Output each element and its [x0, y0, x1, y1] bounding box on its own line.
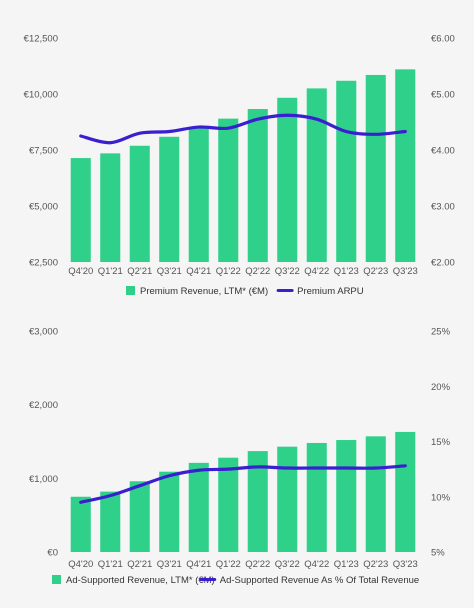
- legend: Premium Revenue, LTM* (€M) Premium ARPU: [126, 286, 364, 297]
- right-axis-tick-label: €2.00: [431, 258, 455, 269]
- left-axis-tick-label: €12,500: [24, 34, 58, 45]
- right-axis-tick-label: 5%: [431, 548, 445, 559]
- bar-Q2'22: [247, 451, 268, 552]
- right-axis-tick-label: €3.00: [431, 202, 455, 213]
- legend: Ad-Supported Revenue, LTM* (€M) Ad-Suppor…: [52, 575, 419, 586]
- category-label: Q4'22: [304, 266, 329, 277]
- legend-line-label: Ad-Supported Revenue As % Of Total Reven…: [220, 575, 419, 586]
- bar-Q4'20: [70, 496, 91, 552]
- bar-Q1'21: [100, 491, 121, 552]
- left-axis-tick-label: €10,000: [24, 90, 58, 101]
- category-label: Q1'21: [98, 559, 123, 570]
- left-axis-tick-label: €2,500: [29, 258, 58, 269]
- category-label: Q1'22: [216, 559, 241, 570]
- category-label: Q1'22: [216, 266, 241, 277]
- bar-Q1'23: [336, 80, 357, 262]
- left-axis-tick-label: €3,000: [29, 327, 58, 338]
- chart-1: €2,500 €5,000 €7,500 €10,000 €12,500 €2.00 €3.…: [24, 34, 455, 298]
- chart-2: €0 €1,000 €2,000 €3,000 5% 10% 15% 20% 25% Q4'20 Q…: [29, 327, 451, 587]
- bar-Q2'22: [247, 109, 268, 263]
- category-label: Q4'20: [68, 559, 93, 570]
- bar-Q1'23: [336, 440, 357, 552]
- right-axis-tick-label: 20%: [431, 382, 451, 393]
- bar-Q3'23: [395, 431, 416, 552]
- bar-Q2'23: [365, 74, 386, 263]
- bar-Q3'21: [159, 471, 180, 552]
- category-label: Q2'21: [127, 266, 152, 277]
- series-line: [79, 464, 407, 504]
- bar-Q4'21: [188, 127, 209, 262]
- bar-Q3'22: [277, 446, 298, 552]
- bar-Q4'20: [70, 158, 91, 262]
- category-label: Q2'22: [245, 266, 270, 277]
- left-axis-tick-label: €0: [47, 548, 58, 559]
- right-axis-tick-label: 10%: [431, 492, 451, 503]
- category-label: Q3'23: [393, 266, 418, 277]
- series-line: [79, 113, 407, 145]
- category-label: Q3'23: [393, 559, 418, 570]
- bar-Q3'22: [277, 97, 298, 262]
- right-axis-tick-label: 25%: [431, 327, 451, 338]
- bar-Q4'22: [306, 442, 327, 552]
- right-axis-tick-label: €4.00: [431, 146, 455, 157]
- category-label: Q3'22: [275, 266, 300, 277]
- legend-bar-swatch: [52, 575, 61, 584]
- category-label: Q3'22: [275, 559, 300, 570]
- category-label: Q4'21: [186, 266, 211, 277]
- bar-Q1'21: [100, 153, 121, 262]
- legend-line-label: Premium ARPU: [297, 286, 364, 297]
- right-axis-tick-label: €6.00: [431, 34, 455, 45]
- right-axis-tick-label: €5.00: [431, 90, 455, 101]
- bar-Q4'22: [306, 88, 327, 263]
- category-label: Q3'21: [157, 559, 182, 570]
- bar-Q3'21: [159, 136, 180, 262]
- category-label: Q1'23: [334, 559, 359, 570]
- category-label: Q1'23: [334, 266, 359, 277]
- category-label: Q1'21: [98, 266, 123, 277]
- category-label: Q4'22: [304, 559, 329, 570]
- bar-Q2'23: [365, 436, 386, 552]
- legend-bar-label: Premium Revenue, LTM* (€M): [140, 286, 268, 297]
- category-label: Q2'22: [245, 559, 270, 570]
- left-axis-tick-label: €2,000: [29, 400, 58, 411]
- left-axis-tick-label: €1,000: [29, 474, 58, 485]
- legend-bar-swatch: [126, 286, 135, 295]
- bar-Q2'21: [129, 145, 150, 262]
- category-label: Q2'21: [127, 559, 152, 570]
- category-label: Q2'23: [363, 559, 388, 570]
- category-label: Q3'21: [157, 266, 182, 277]
- bar-Q2'21: [129, 481, 150, 552]
- legend-bar-label: Ad-Supported Revenue, LTM* (€M): [66, 575, 215, 586]
- category-label: Q2'23: [363, 266, 388, 277]
- bar-Q1'22: [218, 457, 239, 552]
- right-axis-tick-label: 15%: [431, 437, 451, 448]
- category-label: Q4'20: [68, 266, 93, 277]
- category-label: Q4'21: [186, 559, 211, 570]
- left-axis-tick-label: €7,500: [29, 146, 58, 157]
- bar-Q3'23: [395, 69, 416, 262]
- left-axis-tick-label: €5,000: [29, 202, 58, 213]
- bar-Q4'21: [188, 462, 209, 552]
- bar-Q1'22: [218, 118, 239, 262]
